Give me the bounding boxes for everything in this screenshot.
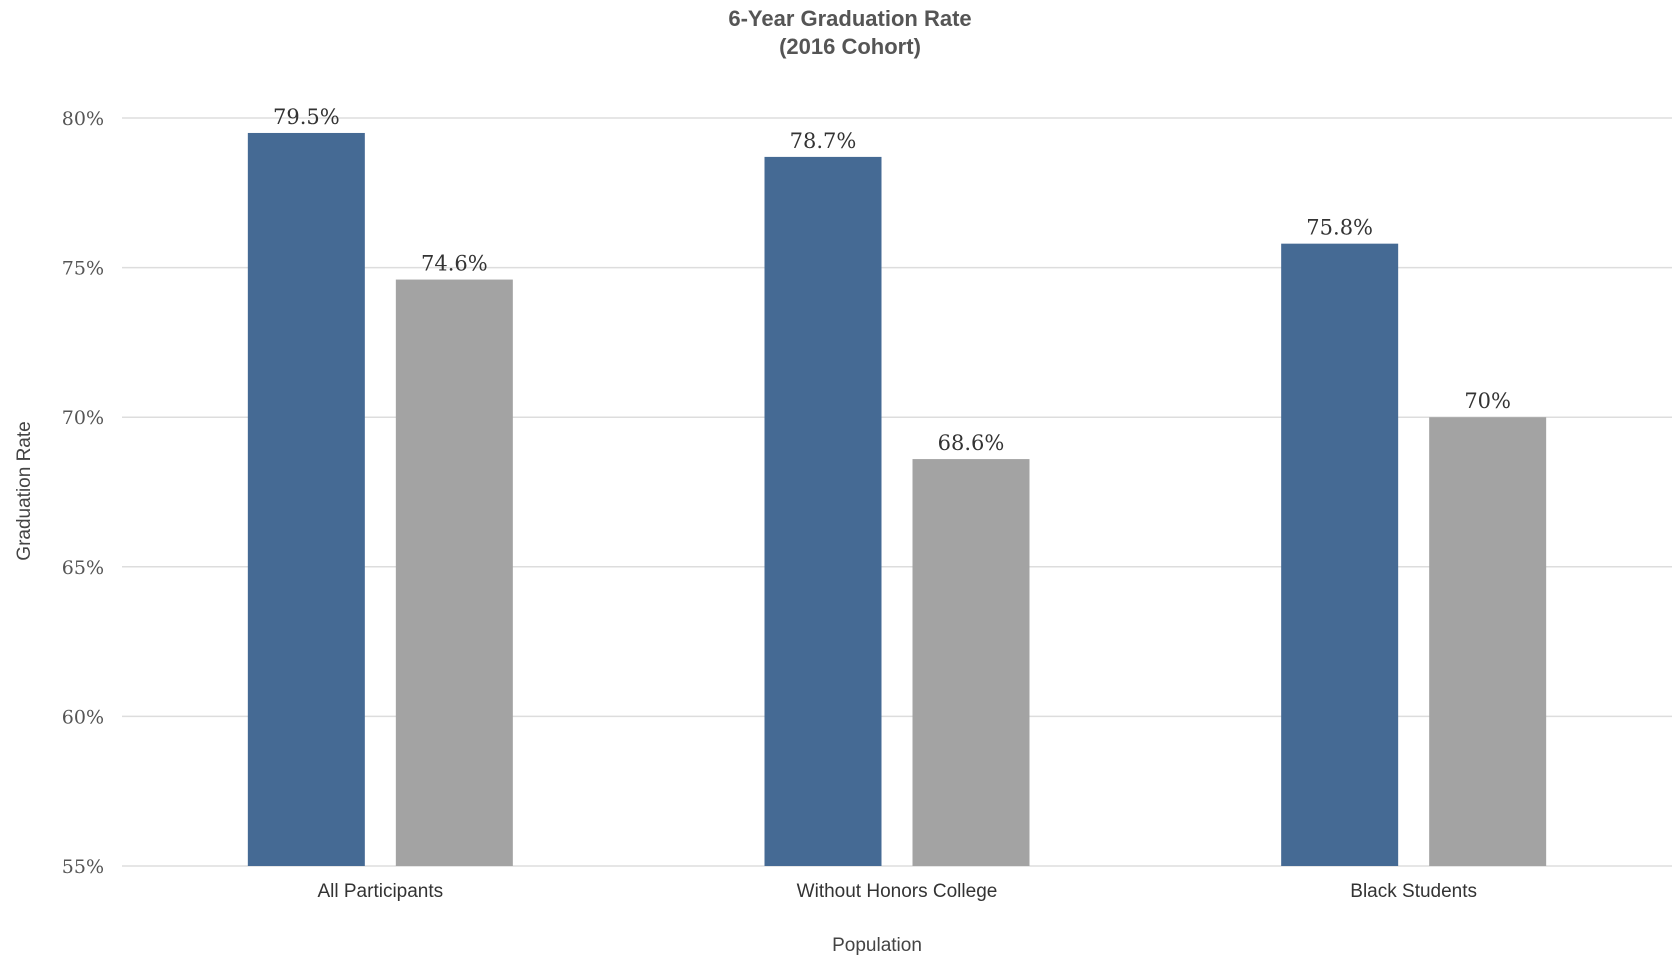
x-tick-label: Without Honors College — [797, 881, 998, 902]
y-axis-ticks: 55% 60% 65% 70% 75% 80% — [62, 108, 104, 878]
gridlines — [122, 117, 1672, 867]
bar — [1281, 243, 1399, 866]
data-label: 68.6% — [938, 431, 1005, 455]
x-tick-label: Black Students — [1350, 881, 1477, 902]
x-axis-ticks: All Participants Without Honors College Bl… — [317, 881, 1477, 902]
bar — [247, 132, 365, 866]
bar — [764, 156, 882, 866]
bar — [912, 459, 1030, 866]
y-tick-label: 75% — [62, 258, 104, 280]
chart-title: 6-Year Graduation Rate — [728, 6, 971, 31]
data-label: 74.6% — [421, 252, 488, 276]
y-tick-label: 55% — [62, 856, 104, 878]
bar — [1429, 417, 1547, 866]
bars — [247, 132, 1547, 866]
y-axis-label: Graduation Rate — [14, 421, 35, 560]
chart-subtitle: (2016 Cohort) — [779, 34, 921, 59]
y-tick-label: 80% — [62, 108, 104, 130]
x-axis-label: Population — [832, 935, 922, 956]
data-label: 75.8% — [1306, 216, 1373, 240]
x-tick-label: All Participants — [317, 881, 443, 902]
bar — [395, 279, 513, 866]
y-tick-label: 65% — [62, 557, 104, 579]
y-tick-label: 60% — [62, 706, 104, 728]
data-label: 79.5% — [273, 105, 340, 129]
data-labels: 79.5% 74.6% 78.7% 68.6% 75.8% 70% — [273, 105, 1511, 455]
data-label: 70% — [1464, 389, 1511, 413]
y-tick-label: 70% — [62, 407, 104, 429]
data-label: 78.7% — [790, 129, 857, 153]
